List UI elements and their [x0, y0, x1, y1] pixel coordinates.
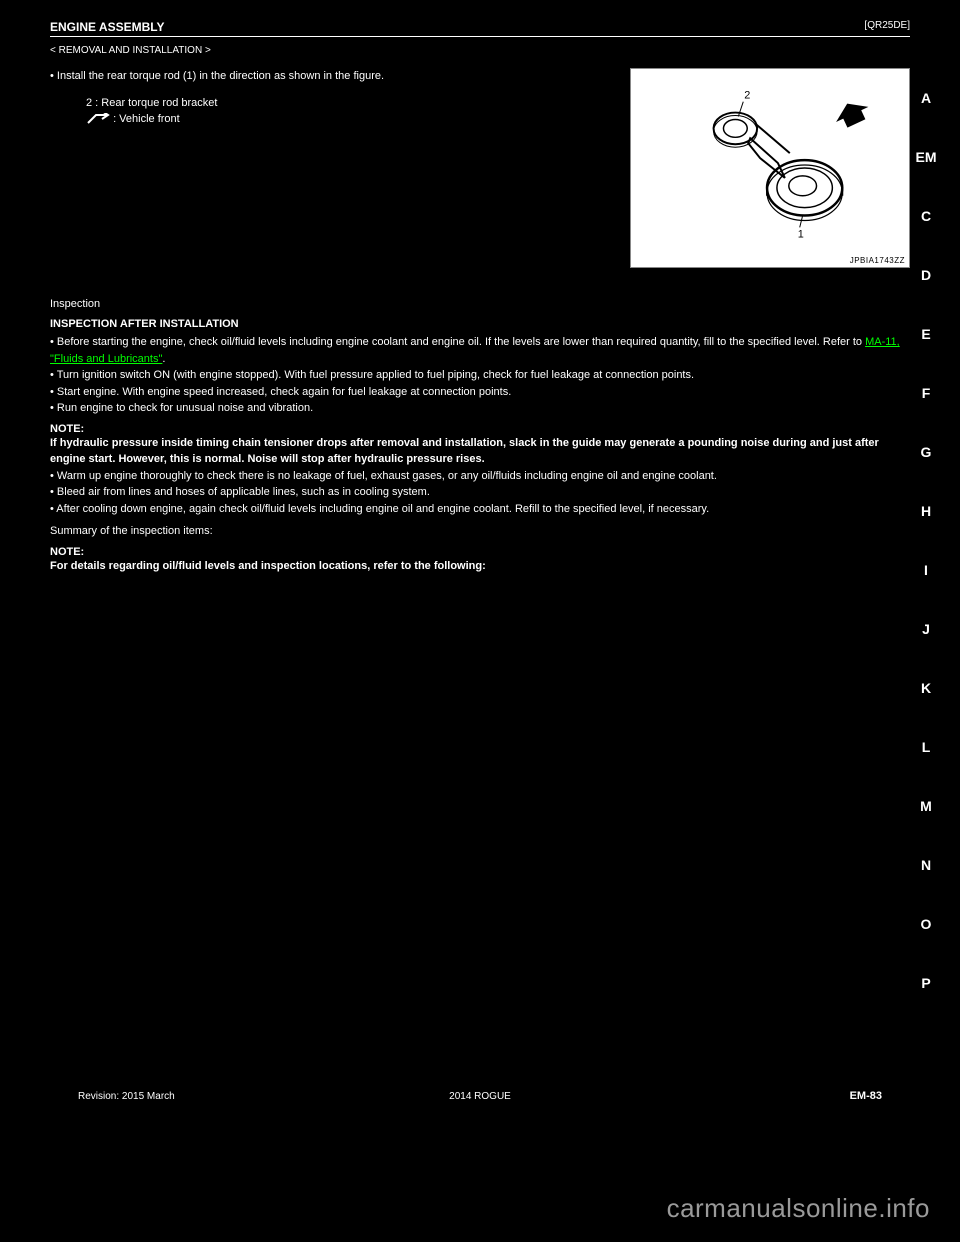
model-info: 2014 ROGUE: [449, 1091, 511, 1102]
diagram-label-2: 2: [744, 90, 750, 102]
bullet-1: • Before starting the engine, check oil/…: [50, 334, 910, 367]
nav-a[interactable]: A: [914, 90, 938, 106]
bullet-7: • After cooling down engine, again check…: [50, 501, 910, 518]
intro-text: • Install the rear torque rod (1) in the…: [50, 68, 610, 85]
nav-p[interactable]: P: [914, 975, 938, 991]
page-number: EM-83: [850, 1090, 882, 1102]
page-container: ENGINE ASSEMBLY [QR25DE] < REMOVAL AND I…: [0, 0, 960, 594]
nav-j[interactable]: J: [914, 621, 938, 637]
note-text: If hydraulic pressure inside timing chai…: [50, 435, 910, 468]
nav-k[interactable]: K: [914, 680, 938, 696]
nav-i[interactable]: I: [914, 562, 938, 578]
revision-info: Revision: 2015 March: [78, 1091, 175, 1102]
arrow-label: : Vehicle front: [113, 113, 180, 125]
nav-l[interactable]: L: [914, 739, 938, 755]
section-title: ENGINE ASSEMBLY: [50, 20, 164, 34]
inspection-subtitle: INSPECTION AFTER INSTALLATION: [50, 318, 910, 330]
nav-m[interactable]: M: [914, 798, 938, 814]
summary-title: Summary of the inspection items:: [50, 523, 910, 540]
note-label: NOTE:: [50, 423, 910, 435]
diagram-box: 2 1 JPBIA1743ZZ: [630, 68, 910, 268]
bullet-5: • Warm up engine thoroughly to check the…: [50, 468, 910, 485]
content-area: • Install the rear torque rod (1) in the…: [50, 68, 910, 268]
subtitle: < REMOVAL AND INSTALLATION >: [50, 45, 910, 56]
nav-h[interactable]: H: [914, 503, 938, 519]
bullet-4: • Run engine to check for unusual noise …: [50, 400, 910, 417]
note2-label: NOTE:: [50, 546, 910, 558]
side-nav: A EM C D E F G H I J K L M N O P: [914, 90, 938, 991]
diagram-label-1: 1: [798, 228, 804, 240]
bullet-3: • Start engine. With engine speed increa…: [50, 384, 910, 401]
arrow-line: : Vehicle front: [86, 111, 610, 128]
bullet-6: • Bleed air from lines and hoses of appl…: [50, 484, 910, 501]
nav-em[interactable]: EM: [914, 149, 938, 165]
inspection-title: Inspection: [50, 298, 910, 310]
text-column: • Install the rear torque rod (1) in the…: [50, 68, 610, 268]
item-label: 2 : Rear torque rod bracket: [86, 95, 610, 112]
doc-ref: [QR25DE]: [864, 20, 910, 34]
watermark: carmanualsonline.info: [667, 1193, 930, 1224]
torque-rod-diagram: 2 1: [631, 69, 909, 267]
nav-e[interactable]: E: [914, 326, 938, 342]
nav-o[interactable]: O: [914, 916, 938, 932]
bullet-2: • Turn ignition switch ON (with engine s…: [50, 367, 910, 384]
nav-c[interactable]: C: [914, 208, 938, 224]
nav-g[interactable]: G: [914, 444, 938, 460]
nav-n[interactable]: N: [914, 857, 938, 873]
top-bar: ENGINE ASSEMBLY [QR25DE]: [50, 20, 910, 37]
nav-d[interactable]: D: [914, 267, 938, 283]
image-code: JPBIA1743ZZ: [850, 256, 905, 265]
nav-f[interactable]: F: [914, 385, 938, 401]
note2-text: For details regarding oil/fluid levels a…: [50, 558, 910, 575]
